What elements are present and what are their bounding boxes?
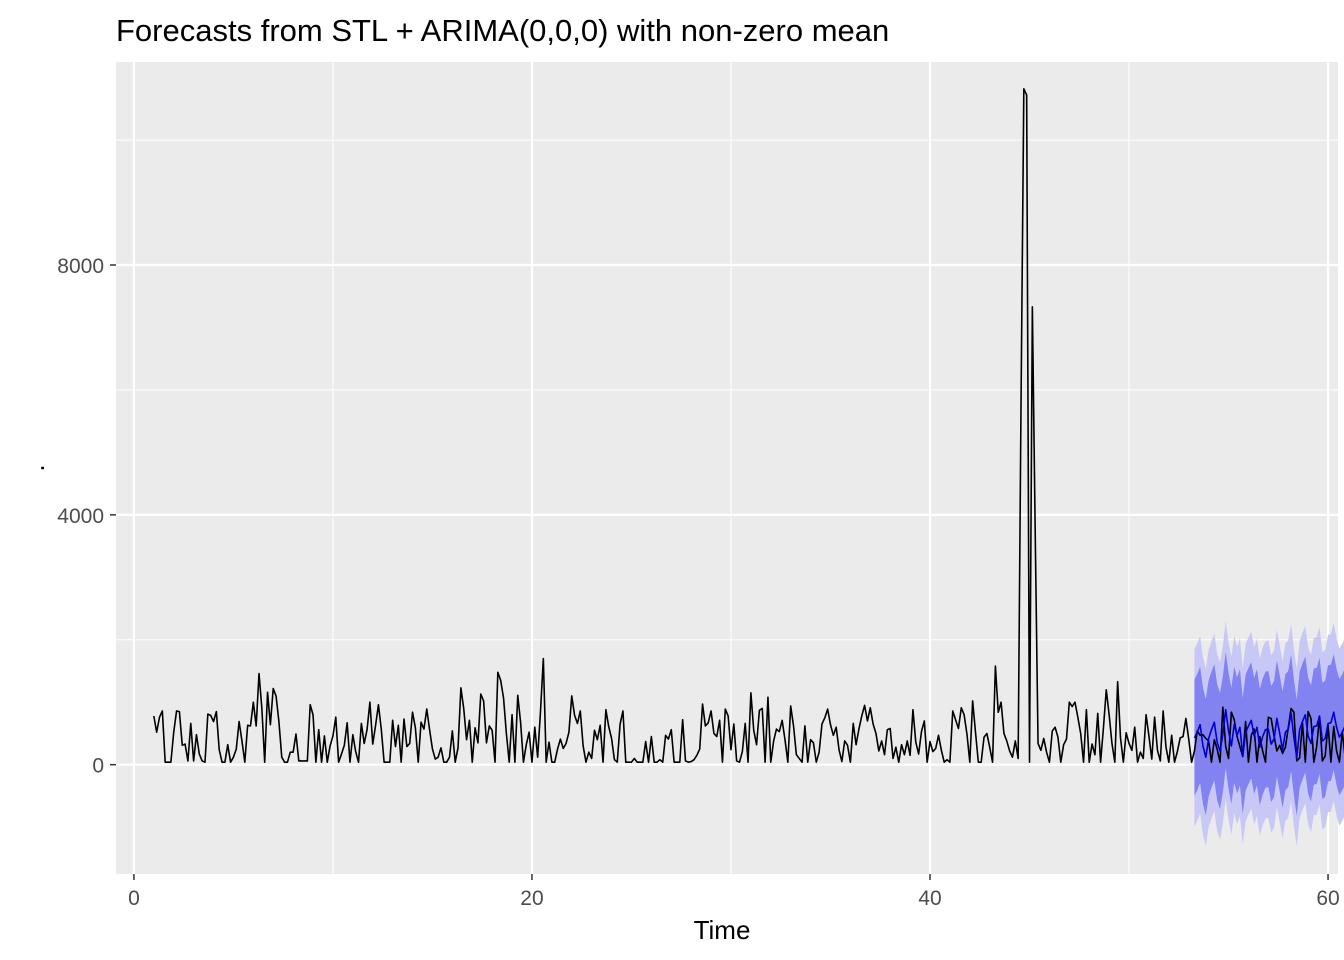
observed-series-line (153, 88, 1344, 763)
x-axis-ticks: 0 20 40 60 (128, 874, 1340, 910)
x-tick-label: 0 (128, 887, 140, 910)
minor-gridlines (116, 62, 1338, 874)
forecast-mean-line (1193, 708, 1344, 759)
x-axis-title: Time (694, 915, 751, 945)
y-tick-label: 4000 (57, 505, 104, 528)
plot-panel (116, 62, 1338, 874)
x-tick-label: 40 (918, 887, 941, 910)
x-tick-label: 20 (520, 887, 543, 910)
y-tick-label: 0 (92, 755, 104, 778)
y-axis-title: . (20, 464, 50, 471)
x-tick-label: 60 (1316, 887, 1339, 910)
y-axis-ticks: 0 4000 8000 (57, 255, 116, 778)
y-tick-label: 8000 (57, 255, 104, 278)
series-layer (153, 88, 1344, 763)
chart-title: Forecasts from STL + ARIMA(0,0,0) with n… (116, 13, 889, 48)
